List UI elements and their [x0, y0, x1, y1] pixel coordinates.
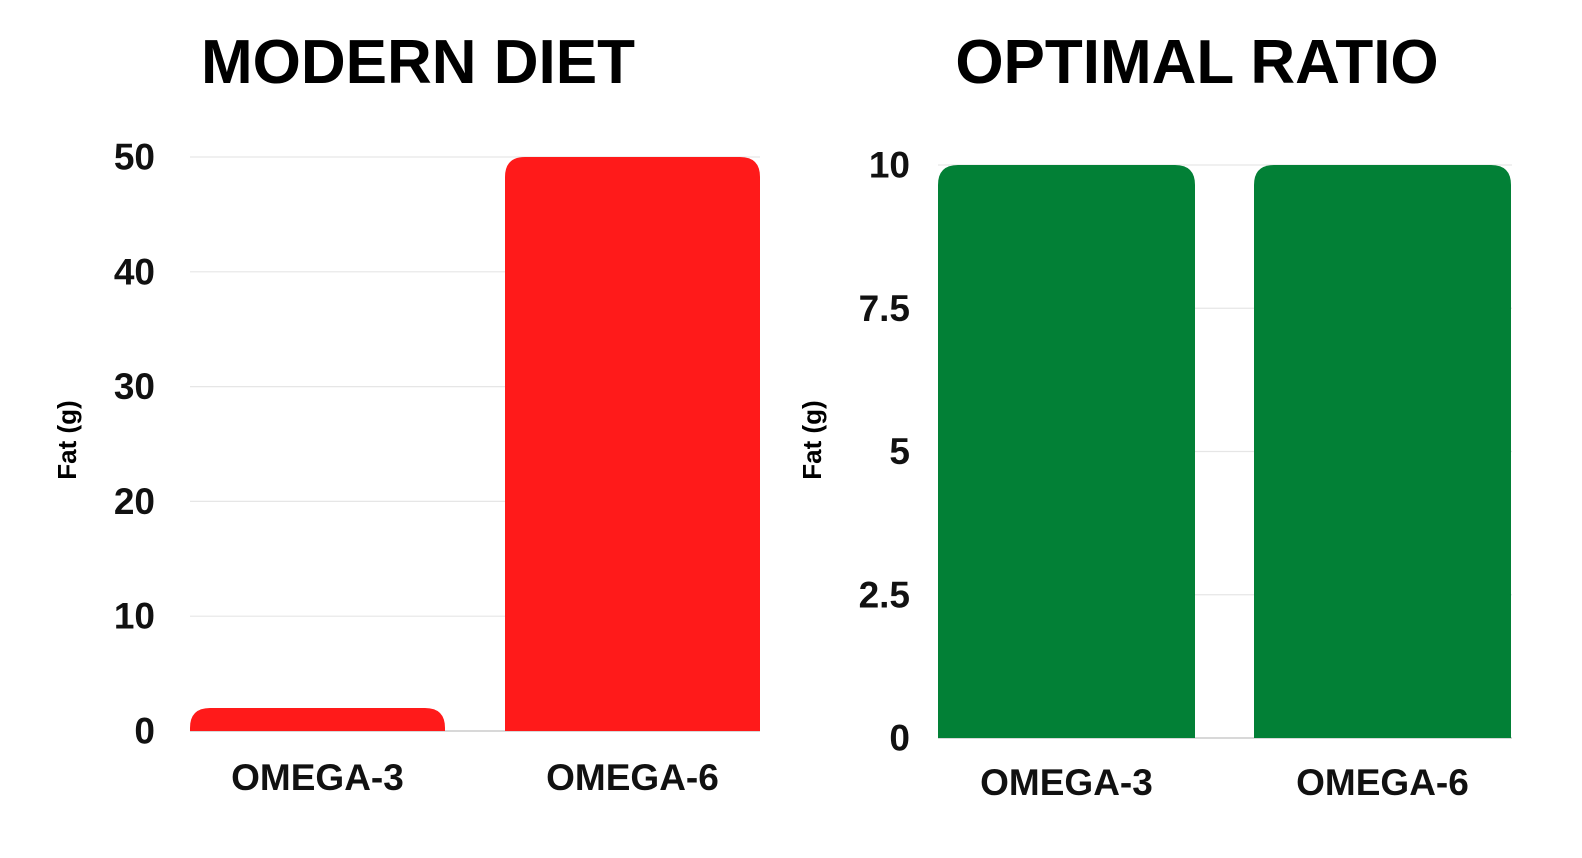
- y-axis-title: Fat (g): [52, 400, 82, 479]
- x-category-label: OMEGA-3: [980, 762, 1153, 803]
- chart-title: MODERN DIET: [201, 28, 635, 97]
- y-tick-label: 5: [889, 431, 910, 472]
- y-tick-label: 0: [134, 711, 155, 752]
- bar-omega-6: [1254, 165, 1511, 738]
- y-tick-label: 20: [114, 481, 155, 522]
- y-tick-label: 0: [889, 718, 910, 759]
- bar-omega-6: [505, 157, 760, 731]
- x-category-label: OMEGA-3: [231, 757, 404, 798]
- y-tick-label: 30: [114, 366, 155, 407]
- bar-omega-3: [938, 165, 1195, 738]
- modern-diet-chart: MODERN DIET Fat (g) 0 10 20 30 40 50 OMEGA-3 OM…: [52, 28, 760, 798]
- bar-omega-3: [190, 708, 445, 731]
- y-tick-label: 40: [114, 251, 155, 292]
- x-category-label: OMEGA-6: [546, 757, 719, 798]
- y-axis-title: Fat (g): [797, 400, 827, 479]
- chart-title: OPTIMAL RATIO: [955, 28, 1438, 97]
- y-tick-label: 10: [869, 145, 910, 186]
- optimal-ratio-chart: OPTIMAL RATIO Fat (g) 0 2.5 5 7.5 10 OMEGA-3 O…: [797, 28, 1512, 803]
- y-tick-label: 7.5: [859, 288, 910, 329]
- x-category-label: OMEGA-6: [1296, 762, 1469, 803]
- y-tick-label: 50: [114, 137, 155, 178]
- y-tick-label: 2.5: [859, 574, 910, 615]
- y-tick-label: 10: [114, 596, 155, 637]
